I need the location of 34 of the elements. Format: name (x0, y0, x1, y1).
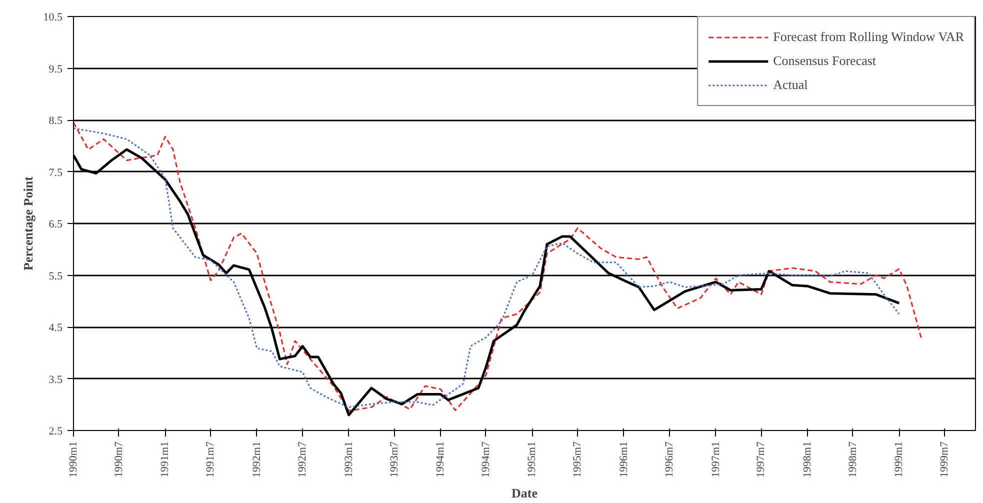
x-tick-label: 1999m7 (938, 441, 951, 478)
x-tick-label: 1990m1 (68, 441, 80, 478)
x-tick-label: 1991m1 (159, 441, 172, 478)
y-tick-label: 4.5 (48, 322, 63, 334)
y-tick-label: 7.5 (48, 166, 63, 179)
x-tick-label: 1995m1 (526, 441, 538, 478)
y-tick-label: 2.5 (48, 426, 63, 438)
x-tick-label: 1994m1 (434, 441, 446, 478)
x-tick-label: 1996m1 (618, 441, 630, 478)
x-tick-label: 1991m7 (204, 441, 217, 478)
legend-label: Forecast from Rolling Window VAR (773, 29, 964, 45)
x-tick-label: 1998m7 (846, 441, 859, 478)
x-tick-label: 1995m7 (572, 441, 584, 478)
x-tick-label: 1997m7 (755, 441, 768, 478)
y-tick-label: 6.5 (48, 218, 63, 230)
x-tick-label: 1993m7 (388, 441, 400, 478)
legend-label: Actual (773, 77, 808, 93)
x-tick-label: 1992m7 (296, 441, 309, 478)
x-axis-title: Date (512, 486, 538, 501)
x-tick-label: 1998m1 (801, 441, 814, 478)
y-tick-label: 3.5 (48, 374, 63, 386)
y-tick-label: 9.5 (48, 63, 63, 76)
legend-label: Consensus Forecast (773, 53, 876, 69)
x-tick-label: 1997m1 (710, 441, 722, 478)
x-tick-label: 1993m1 (342, 441, 355, 478)
x-tick-label: 1999m1 (893, 441, 906, 478)
y-tick-label: 8.5 (48, 115, 63, 127)
x-tick-label: 1994m7 (480, 441, 492, 478)
y-tick-label: 10.5 (43, 12, 63, 24)
y-axis-title: Percentage Point (20, 176, 36, 270)
x-tick-label: 1992m1 (250, 441, 263, 478)
x-tick-label: 1996m7 (664, 441, 676, 478)
x-tick-label: 1990m7 (112, 441, 125, 478)
y-tick-label: 5.5 (48, 270, 63, 282)
